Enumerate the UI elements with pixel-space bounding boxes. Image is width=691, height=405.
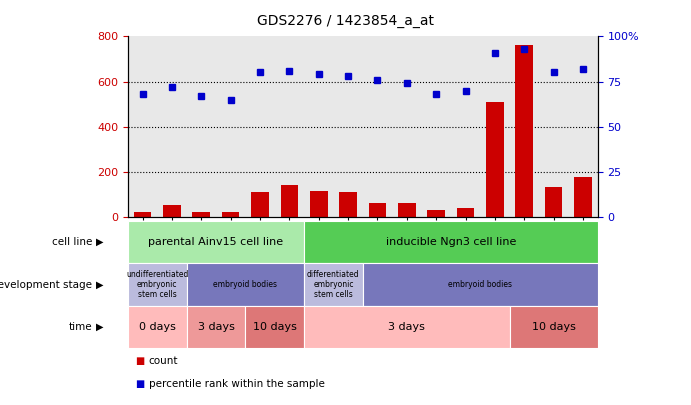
- Bar: [128, 221, 304, 263]
- Text: 10 days: 10 days: [253, 322, 296, 332]
- Bar: [339, 192, 357, 217]
- Bar: [509, 306, 598, 348]
- Bar: [486, 102, 504, 217]
- Bar: [251, 192, 269, 217]
- Text: 3 days: 3 days: [388, 322, 425, 332]
- Bar: [128, 306, 187, 348]
- Text: inducible Ngn3 cell line: inducible Ngn3 cell line: [386, 237, 516, 247]
- Text: 3 days: 3 days: [198, 322, 234, 332]
- Bar: [281, 185, 298, 217]
- Bar: [187, 263, 304, 306]
- Text: undifferentiated
embryonic
stem cells: undifferentiated embryonic stem cells: [126, 270, 189, 299]
- Text: embryoid bodies: embryoid bodies: [214, 280, 277, 289]
- Bar: [545, 188, 562, 217]
- Bar: [187, 306, 245, 348]
- Bar: [427, 210, 445, 217]
- Text: ▶: ▶: [96, 279, 104, 290]
- Bar: [363, 263, 598, 306]
- Bar: [304, 263, 363, 306]
- Text: ▶: ▶: [96, 322, 104, 332]
- Text: time: time: [68, 322, 92, 332]
- Text: ▶: ▶: [96, 237, 104, 247]
- Bar: [192, 212, 210, 217]
- Bar: [304, 306, 510, 348]
- Text: development stage: development stage: [0, 279, 92, 290]
- Bar: [574, 177, 591, 217]
- Text: cell line: cell line: [52, 237, 92, 247]
- Text: 0 days: 0 days: [139, 322, 176, 332]
- Bar: [304, 221, 598, 263]
- Text: percentile rank within the sample: percentile rank within the sample: [149, 379, 325, 389]
- Text: ■: ■: [135, 379, 144, 389]
- Text: GDS2276 / 1423854_a_at: GDS2276 / 1423854_a_at: [257, 14, 434, 28]
- Text: embryoid bodies: embryoid bodies: [448, 280, 512, 289]
- Bar: [163, 205, 180, 217]
- Text: count: count: [149, 356, 178, 367]
- Bar: [515, 45, 533, 217]
- Text: differentiated
embryonic
stem cells: differentiated embryonic stem cells: [307, 270, 360, 299]
- Bar: [369, 203, 386, 217]
- Text: ■: ■: [135, 356, 144, 367]
- Bar: [128, 263, 187, 306]
- Text: 10 days: 10 days: [532, 322, 576, 332]
- Bar: [398, 203, 415, 217]
- Bar: [245, 306, 304, 348]
- Bar: [133, 212, 151, 217]
- Text: parental Ainv15 cell line: parental Ainv15 cell line: [149, 237, 283, 247]
- Bar: [222, 212, 239, 217]
- Bar: [457, 208, 474, 217]
- Bar: [310, 191, 328, 217]
